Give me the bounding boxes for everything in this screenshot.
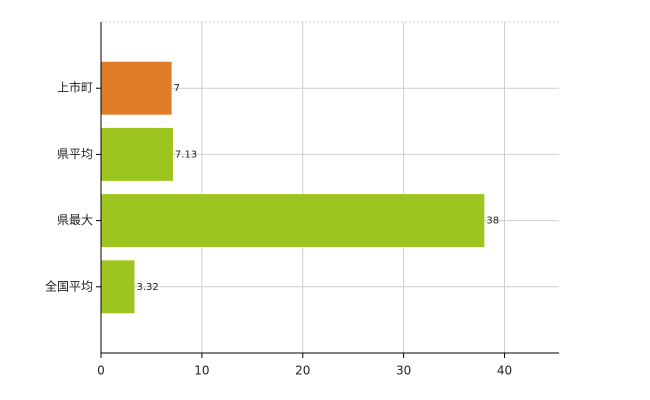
y-tick-label: 県最大 <box>57 213 93 227</box>
y-tick-label: 上市町 <box>57 80 93 95</box>
bar <box>101 260 135 314</box>
x-tick-label: 0 <box>97 364 105 378</box>
x-tick-label: 40 <box>497 364 512 378</box>
value-label: 3.32 <box>136 282 158 293</box>
bar <box>101 194 485 248</box>
x-tick-label: 20 <box>295 364 310 378</box>
value-label: 38 <box>486 216 499 227</box>
y-tick-label: 県平均 <box>57 147 93 161</box>
bar <box>101 127 173 181</box>
value-label: 7 <box>174 83 180 94</box>
bar <box>101 61 172 115</box>
value-label: 7.13 <box>175 149 197 160</box>
y-tick-label: 全国平均 <box>45 278 93 293</box>
x-tick-label: 10 <box>194 364 209 378</box>
x-tick-label: 30 <box>396 364 411 378</box>
